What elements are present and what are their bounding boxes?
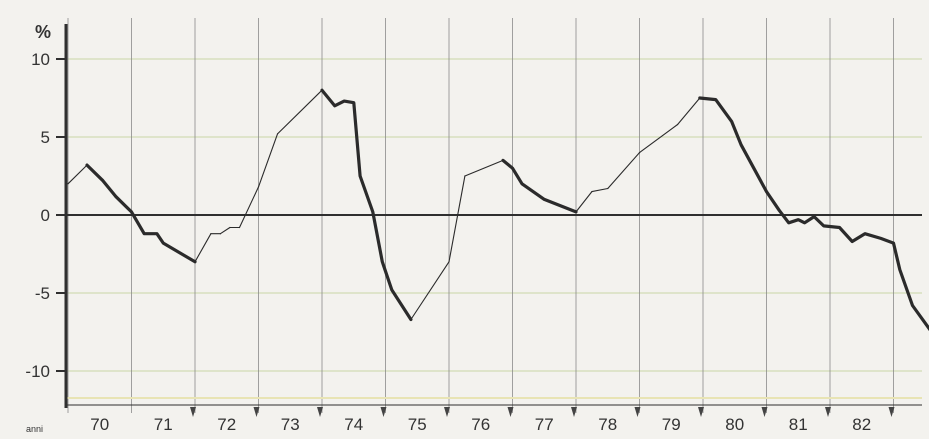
- year-marker: [761, 407, 768, 417]
- data-point: [911, 304, 914, 307]
- series-group: [67, 88, 929, 332]
- x-tick-labels: 70 71 72 73 74 75 76 77 78 79 80 81 82: [90, 415, 871, 434]
- data-point: [353, 102, 355, 104]
- data-point: [591, 191, 593, 193]
- data-point: [238, 226, 241, 229]
- year-marker: [507, 407, 514, 417]
- axes: [56, 24, 922, 417]
- data-point: [381, 261, 383, 263]
- data-point: [753, 167, 755, 169]
- data-point: [892, 242, 895, 244]
- data-point: [464, 175, 466, 177]
- series-line: [67, 89, 929, 330]
- data-point: [638, 152, 641, 154]
- year-marker: [698, 407, 704, 417]
- data-point: [334, 105, 336, 107]
- x-tick-label: 82: [852, 415, 871, 434]
- y-tick-label: 5: [41, 128, 50, 147]
- data-point: [813, 215, 815, 218]
- data-point: [102, 180, 104, 182]
- data-point: [130, 211, 133, 213]
- data-point: [410, 318, 412, 321]
- year-marker: [888, 407, 895, 417]
- data-point: [343, 100, 345, 102]
- data-point: [156, 233, 158, 235]
- data-point: [699, 97, 701, 99]
- y-tick-label: -10: [25, 362, 50, 381]
- x-tick-label: 76: [471, 415, 490, 434]
- data-point: [730, 120, 733, 122]
- x-tick-label: 70: [90, 415, 109, 434]
- data-point: [740, 144, 742, 146]
- y-tick-label: 10: [31, 50, 50, 69]
- y-tick-labels: 10 5 0 -5 -10: [25, 50, 50, 381]
- year-marker: [825, 407, 831, 417]
- data-point: [257, 186, 260, 188]
- x-tick-label: 73: [281, 415, 300, 434]
- data-point: [607, 187, 609, 190]
- x-tick-label: 72: [217, 415, 236, 434]
- data-point: [372, 211, 374, 213]
- data-point: [143, 233, 145, 235]
- data-point: [778, 209, 780, 211]
- y-tick-label: -5: [35, 284, 50, 303]
- x-tick-label: 81: [789, 415, 808, 434]
- data-point: [543, 198, 545, 200]
- data-point: [511, 167, 514, 169]
- x-tick-label: 80: [725, 415, 744, 434]
- data-point: [677, 123, 679, 126]
- year-marker: [190, 407, 196, 417]
- x-tick-label: 75: [408, 415, 427, 434]
- data-point: [864, 233, 866, 235]
- data-point: [219, 233, 221, 235]
- x-tick-label: 78: [598, 415, 617, 434]
- data-point: [276, 133, 279, 135]
- series-thick-segment: [501, 158, 578, 214]
- year-marker: [444, 407, 450, 417]
- data-point: [521, 183, 523, 185]
- data-point: [448, 261, 450, 263]
- x-tick-label: 77: [535, 415, 554, 434]
- year-marker: [571, 407, 577, 417]
- data-point: [210, 233, 212, 235]
- data-point: [823, 225, 825, 227]
- data-point: [86, 164, 88, 166]
- year-marker: [634, 407, 641, 417]
- data-point: [765, 191, 768, 193]
- year-marker: [253, 407, 260, 417]
- data-point: [194, 261, 196, 263]
- data-point: [797, 219, 799, 221]
- x-tick-label: 71: [154, 415, 173, 434]
- data-point: [838, 226, 841, 229]
- data-point: [502, 159, 504, 161]
- data-point: [851, 240, 853, 243]
- x-tick-label: 74: [344, 415, 363, 434]
- data-point: [391, 289, 393, 291]
- data-point: [67, 183, 69, 185]
- y-tick-label: 0: [41, 206, 50, 225]
- unit-label: %: [35, 22, 51, 42]
- x-tick-label: 79: [662, 415, 681, 434]
- data-point: [880, 237, 882, 239]
- series-thick-segment: [320, 88, 413, 322]
- data-point: [804, 222, 806, 224]
- data-point: [788, 222, 790, 224]
- data-point: [321, 89, 323, 91]
- data-point: [575, 211, 577, 213]
- series-thick-segment: [85, 163, 197, 264]
- year-marker: [317, 407, 323, 417]
- series-thick-segment: [698, 96, 929, 332]
- data-point: [115, 195, 117, 197]
- data-point: [162, 242, 164, 244]
- x-axis-label: anni: [26, 424, 43, 434]
- data-point: [229, 226, 231, 229]
- year-marker: [380, 407, 387, 417]
- data-point: [359, 175, 361, 177]
- data-point: [715, 98, 717, 101]
- data-point: [899, 269, 901, 271]
